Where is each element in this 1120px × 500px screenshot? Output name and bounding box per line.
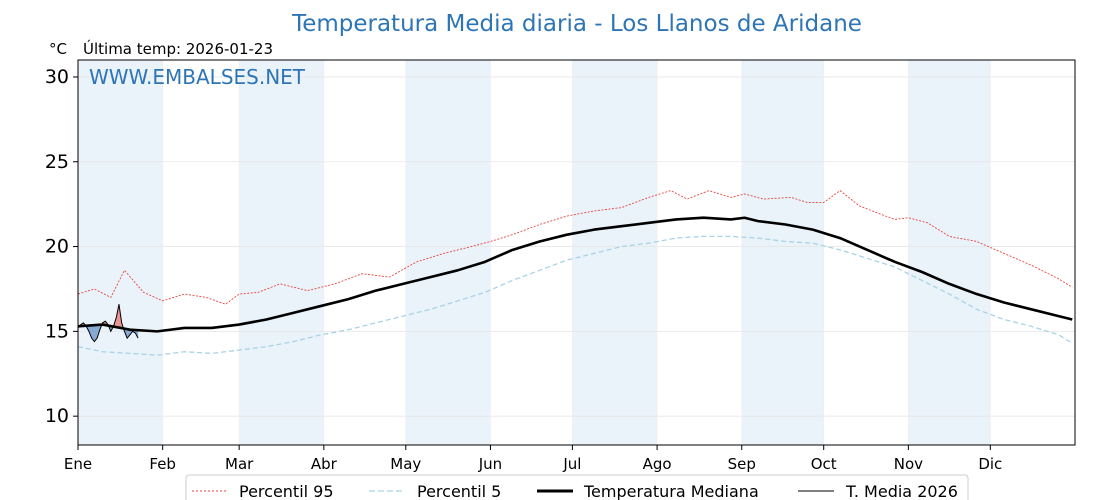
legend-p5-label: Percentil 5 [417,482,501,500]
x-tick-label: Jun [478,455,502,473]
x-tick-label: Ene [64,455,92,473]
y-tick-label: 30 [45,66,69,88]
x-tick-label: Abr [311,455,338,473]
x-tick-label: Ago [643,455,672,473]
legend-box [185,474,969,500]
legend-p95-label: Percentil 95 [239,482,334,500]
band-below-median [127,329,130,339]
series-t-media-2026 [77,304,139,343]
grid-lines [77,60,1075,445]
band-below-median [88,325,92,339]
unit-label: °C [49,40,67,58]
band-below-median [91,325,95,342]
month-shade-Ene [78,60,163,445]
legend: Percentil 95 Percentil 5 Temperatura Med… [185,474,969,500]
x-tick-label: Feb [149,455,176,473]
y-tick-label: 15 [45,320,69,342]
chart-title: Temperatura Media diaria - Los Llanos de… [291,11,862,37]
series-temperatura-mediana [77,216,1073,333]
x-tick-label: Sep [728,455,756,473]
month-shade-Mar [239,60,324,445]
x-axis: Ene Feb Mar Abr May Jun Jul Ago Sep Oct Nov Dic [64,445,1002,473]
x-tick-label: Mar [225,455,254,473]
month-shade-Jul [572,60,658,445]
x-tick-label: Jul [562,455,581,473]
month-shade-Nov [908,60,991,445]
legend-current-label: T. Media 2026 [845,482,958,500]
watermark: WWW.EMBALSES.NET [89,65,306,89]
legend-median-label: Temperatura Mediana [583,482,759,500]
x-tick-label: Dic [978,455,1002,473]
y-axis: 10 15 20 25 30 [45,66,78,427]
month-shading [78,60,991,445]
month-shade-Sep [741,60,824,445]
y-tick-label: 20 [45,236,69,258]
last-temp-label: Última temp: 2026-01-23 [83,39,273,58]
x-tick-label: May [390,455,421,473]
series-lines [77,190,1073,356]
plot-frame [77,59,1076,446]
y-tick-label: 10 [45,405,69,427]
x-tick-label: Nov [894,455,923,473]
series-percentil-95 [77,190,1073,305]
band-below-median [94,324,98,342]
y-tick-label: 25 [45,151,69,173]
x-tick-label: Oct [811,455,837,473]
